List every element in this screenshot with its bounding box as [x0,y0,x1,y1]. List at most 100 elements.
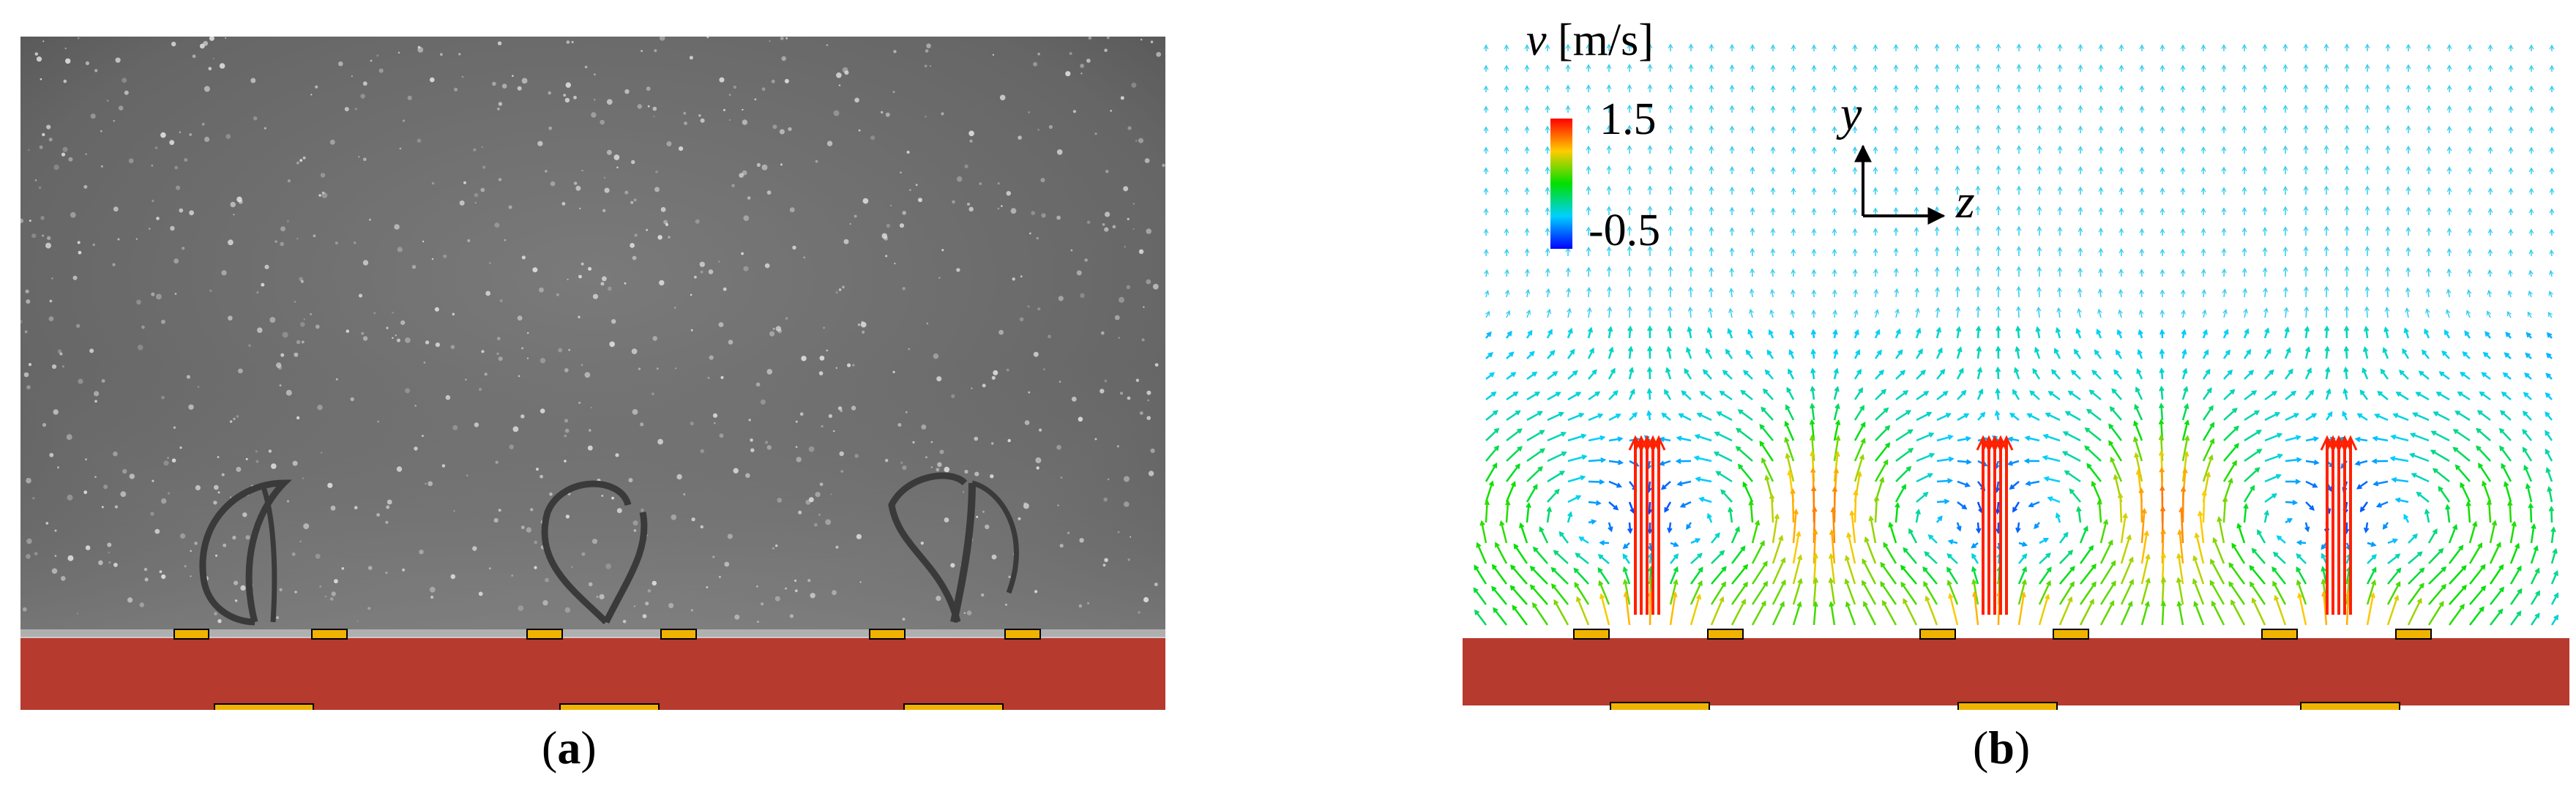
velocity-vector [2193,556,2205,585]
velocity-vector [2009,481,2020,490]
velocity-vector [2375,413,2389,422]
velocity-vector [2509,544,2520,564]
velocity-vector [2285,501,2297,504]
velocity-vector [2468,290,2471,298]
velocity-vector [2263,511,2269,523]
velocity-vector [2085,427,2102,441]
velocity-vector [2202,438,2215,462]
velocity-vector [2108,424,2122,441]
colorbar [1550,119,1572,249]
velocity-vector [2530,546,2538,564]
velocity-vector [2120,535,2131,564]
velocity-vector [1526,411,1542,422]
velocity-vector [1862,559,1877,585]
velocity-vector [1977,412,1985,421]
velocity-vector [1936,457,1953,463]
velocity-vector [2446,505,2451,523]
velocity-vector [2449,545,2464,564]
velocity-vector [1935,328,1941,339]
velocity-vector [1649,367,1651,380]
top-electrode [311,629,348,640]
velocity-vector [1956,327,1960,339]
velocity-vector [1785,454,1795,482]
velocity-vector [1812,554,1817,585]
velocity-vector [2391,435,2409,442]
velocity-vector [2477,410,2491,422]
velocity-vector [2243,504,2247,523]
velocity-vector [1834,290,1836,298]
velocity-vector [1772,558,1785,585]
velocity-vector [2284,327,2289,339]
velocity-vector [2069,489,2081,503]
velocity-vector [1761,407,1774,421]
velocity-vector [2028,501,2040,507]
velocity-vector [1924,551,1938,564]
velocity-vector [1690,287,1692,298]
velocity-vector [2140,509,2146,544]
velocity-vector [2285,413,2299,422]
velocity-vector [2383,348,2389,359]
velocity-vector [1567,434,1586,442]
velocity-vector [1854,269,1856,277]
velocity-vector [1588,459,1605,463]
velocity-vector [1669,580,1678,605]
velocity-vector [1916,391,1929,401]
velocity-vector [1771,289,1774,298]
velocity-vector [2506,311,2512,318]
velocity-vector [2014,367,2020,380]
velocity-vector [1957,307,1959,318]
velocity-vector [1916,473,1933,483]
velocity-vector [2304,368,2312,380]
velocity-vector [2325,326,2329,339]
velocity-vector [2428,548,2444,564]
velocity-vector [2017,580,2026,605]
velocity-vector [2202,350,2209,359]
velocity-vector [2285,307,2288,318]
velocity-vector [2250,582,2266,605]
top-electrode [869,629,906,640]
velocity-vector [1875,408,1889,421]
velocity-vector [1648,389,1651,400]
velocity-vector [2056,328,2061,339]
velocity-vector [1833,452,1839,482]
velocity-vector [1588,501,1600,505]
velocity-vector [1928,534,1938,544]
velocity-vector [2135,453,2143,482]
bottom-electrode [214,703,314,710]
velocity-vector [1971,553,1979,564]
velocity-vector [1895,448,1914,463]
velocity-vector [1916,411,1932,422]
velocity-vector [2118,310,2122,318]
velocity-vector [2264,288,2266,298]
velocity-vector [1916,453,1934,463]
velocity-vector [2457,392,2471,401]
velocity-vector [1785,405,1795,421]
velocity-vector [1972,580,1979,605]
velocity-vector [2448,525,2457,544]
velocity-vector [1770,310,1774,318]
velocity-vector [1915,349,1923,359]
velocity-vector [1500,521,1508,544]
velocity-vector [1567,495,1581,503]
velocity-vector [2427,268,2430,277]
velocity-vector [2264,412,2280,422]
velocity-vector [1660,460,1671,465]
velocity-vector [2223,426,2239,441]
velocity-vector [2249,565,2266,585]
velocity-vector [2362,368,2369,380]
velocity-vector [1567,392,1581,401]
velocity-vector [2364,326,2369,339]
velocity-vector [2396,498,2409,503]
velocity-vector [2178,602,2184,626]
velocity-vector [2438,486,2451,503]
velocity-vector [2079,599,2094,626]
velocity-vector [2305,437,2318,442]
velocity-vector [1895,466,1911,482]
velocity-vector [2135,387,2143,400]
velocity-vector [1772,580,1786,605]
velocity-vector [1875,370,1884,380]
colorbar-max-label: 1.5 [1599,94,1657,144]
velocity-vector [1597,568,1610,585]
velocity-vector [2468,522,2477,544]
velocity-vector [1474,610,1487,626]
